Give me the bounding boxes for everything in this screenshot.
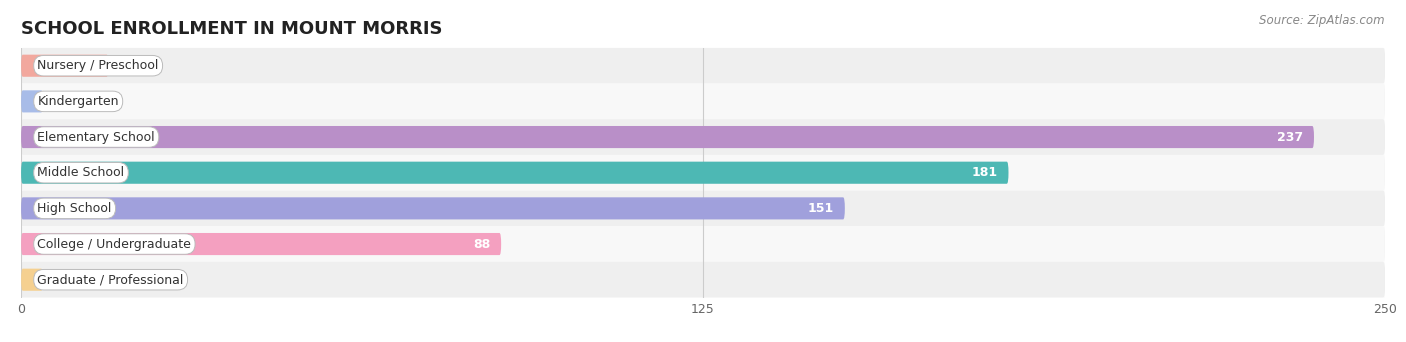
Text: 181: 181 <box>972 166 998 179</box>
FancyBboxPatch shape <box>21 269 44 291</box>
Text: 151: 151 <box>807 202 834 215</box>
FancyBboxPatch shape <box>21 83 1385 119</box>
FancyBboxPatch shape <box>21 190 1385 226</box>
FancyBboxPatch shape <box>21 119 1385 155</box>
Text: Elementary School: Elementary School <box>38 131 155 144</box>
Text: 237: 237 <box>1277 131 1303 144</box>
Text: SCHOOL ENROLLMENT IN MOUNT MORRIS: SCHOOL ENROLLMENT IN MOUNT MORRIS <box>21 20 443 38</box>
Text: Graduate / Professional: Graduate / Professional <box>38 273 184 286</box>
Text: 88: 88 <box>472 238 491 251</box>
Text: Nursery / Preschool: Nursery / Preschool <box>38 59 159 72</box>
Text: Kindergarten: Kindergarten <box>38 95 120 108</box>
Text: College / Undergraduate: College / Undergraduate <box>38 238 191 251</box>
FancyBboxPatch shape <box>21 197 845 220</box>
Text: Middle School: Middle School <box>38 166 125 179</box>
FancyBboxPatch shape <box>21 162 1008 184</box>
FancyBboxPatch shape <box>21 155 1385 190</box>
FancyBboxPatch shape <box>21 55 108 77</box>
Text: Source: ZipAtlas.com: Source: ZipAtlas.com <box>1260 14 1385 27</box>
Text: 0: 0 <box>53 273 62 286</box>
FancyBboxPatch shape <box>21 226 1385 262</box>
FancyBboxPatch shape <box>21 262 1385 298</box>
Text: High School: High School <box>38 202 112 215</box>
Text: 16: 16 <box>120 59 135 72</box>
FancyBboxPatch shape <box>21 126 1315 148</box>
Text: 0: 0 <box>53 95 62 108</box>
FancyBboxPatch shape <box>21 90 44 113</box>
FancyBboxPatch shape <box>21 233 501 255</box>
FancyBboxPatch shape <box>21 48 1385 83</box>
